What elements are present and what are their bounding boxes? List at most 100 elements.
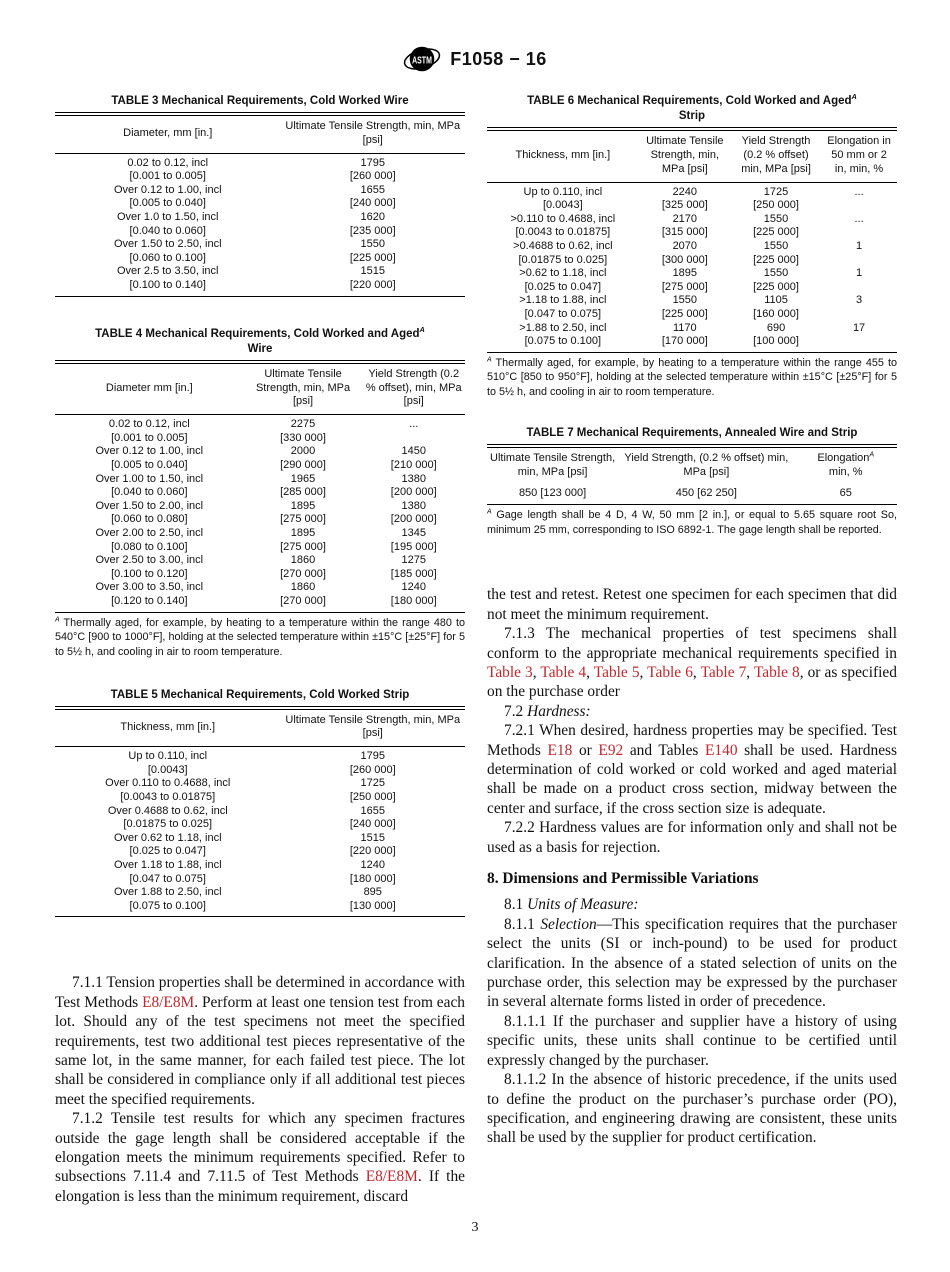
table-cell: [0.025 to 0.047] [129, 845, 206, 858]
text-segment: , [586, 663, 594, 681]
table-row: Over 0.110 to 0.4688, incl 1725 [55, 777, 465, 791]
column-header: Ultimate Tensile Strength, min, MPa [psi… [638, 129, 731, 183]
ref-link[interactable]: Table 7 [700, 663, 747, 681]
paragraph: 8.1.1.2 In the absence of historic prece… [487, 1070, 897, 1148]
table-cell: 2070 [672, 239, 698, 252]
table-cell: Over 3.00 to 3.50, incl [95, 581, 204, 594]
left-body-text: 7.1.1 Tension properties shall be determ… [55, 973, 465, 1206]
text-segment: A [869, 451, 875, 459]
text-segment: Thickness, mm [in.] [120, 720, 216, 733]
table-header-row: Diameter mm [in.] Ultimate Tensile Streng… [55, 361, 465, 416]
table-cell: 0.02 to 0.12, incl [108, 418, 190, 431]
table-cell: [270 000] [280, 567, 326, 580]
table-cell: [240 000] [349, 818, 396, 831]
text-segment: Units of Measure: [527, 896, 639, 914]
ref-link[interactable]: Table 4 [540, 663, 587, 681]
table-cell: [0.005 to 0.040] [111, 458, 188, 471]
table-cell: [0.075 to 0.100] [129, 899, 206, 912]
ref-link[interactable]: Table 8 [753, 663, 800, 681]
text-segment: Thermally aged, for example, by heating … [487, 356, 897, 399]
text-segment: , [532, 663, 541, 681]
ref-link[interactable]: E18 [547, 741, 573, 759]
table-cell: Over 0.4688 to 0.62, incl [107, 804, 228, 817]
table-cell: [315 000] [661, 226, 708, 239]
table-cell: Over 2.50 to 3.00, incl [95, 554, 204, 567]
text-segment: A [487, 356, 492, 364]
table-cell: [0.0043] [147, 763, 188, 776]
table-cell: 850 [123 000] [518, 487, 587, 500]
table-5-section: TABLE 5 Mechanical Requirements, Cold Wo… [55, 688, 465, 918]
paragraph: 8.1.1.1 If the purchaser and supplier ha… [487, 1012, 897, 1070]
text-segment: , [692, 663, 701, 681]
table-cell [821, 199, 897, 213]
table-cell: [0.040 to 0.060] [129, 224, 206, 237]
table-row: [0.047 to 0.075] [180 000] [55, 873, 465, 887]
right-column: TABLE 6 Mechanical Requirements, Cold Wo… [487, 93, 897, 1148]
table-cell: [290 000] [280, 458, 326, 471]
table-cell: ... [854, 185, 864, 198]
table-row: Over 1.50 to 2.00, incl 1895 1380 [55, 500, 465, 514]
table-row: Over 1.0 to 1.50, incl 1620 [55, 211, 465, 225]
paragraph: 7.1.3 The mechanical properties of test … [487, 624, 897, 702]
table-cell: 2000 [290, 445, 316, 458]
table-cell: [100 000] [753, 335, 799, 348]
text-segment: Diameter mm [in.] [105, 381, 193, 394]
table-cell: 1795 [360, 156, 385, 169]
column-header: Diameter, mm [in.] [55, 114, 281, 154]
table-cell [362, 432, 465, 446]
table-5-grid: Thickness, mm [in.] Ultimate Tensile Stre… [55, 705, 465, 918]
table-cell: Over 1.50 to 2.00, incl [95, 499, 204, 512]
table-row: [0.01875 to 0.025] [240 000] [55, 818, 465, 832]
table-cell: 1725 [763, 185, 789, 198]
column-header: ElongationA min, % [794, 446, 897, 485]
table-row: [0.01875 to 0.025] [300 000] [225 000] [487, 254, 897, 268]
table-7-footnote: A Gage length shall be 4 D, 4 W, 50 mm [… [487, 508, 897, 537]
table-cell: 1795 [360, 750, 385, 763]
table-cell: Over 1.00 to 1.50, incl [95, 472, 204, 485]
table-cell: [260 000] [349, 170, 396, 183]
text-segment: 7.1.2 Tensile test results for which any… [55, 1110, 465, 1186]
ref-link[interactable]: E92 [598, 741, 624, 759]
table-cell: [0.100 to 0.120] [111, 567, 188, 580]
table-row: Over 1.88 to 2.50, incl 895 [55, 886, 465, 900]
column-header: Ultimate Tensile Strength, min, MPa [psi… [487, 446, 618, 485]
table-header-row: Thickness, mm [in.] Ultimate Tensile Stre… [487, 129, 897, 183]
table-row: [0.005 to 0.040] [240 000] [55, 197, 465, 211]
ref-link[interactable]: Table 5 [593, 663, 640, 681]
text-segment: 8.1.1.2 In the absence of historic prece… [487, 1071, 897, 1147]
table-cell: [225 000] [661, 307, 708, 320]
table-cell: 1620 [360, 211, 385, 224]
table-row: Over 0.62 to 1.18, incl 1515 [55, 832, 465, 846]
table-row: [0.060 to 0.080] [275 000] [200 000] [55, 513, 465, 527]
text-segment: TABLE 4 Mechanical Requirements, Cold Wo… [95, 327, 420, 340]
table-row: [0.120 to 0.140] [270 000] [180 000] [55, 595, 465, 612]
table-cell: [285 000] [280, 486, 326, 499]
ref-link[interactable]: Table 6 [647, 663, 693, 681]
table-cell: 3 [856, 294, 863, 307]
ref-link[interactable]: Table 3 [487, 663, 533, 681]
paragraph: 7.2 Hardness: [487, 702, 897, 721]
table-cell: ... [409, 418, 419, 431]
text-segment: Ultimate Tensile Strength, min, MPa [psi… [285, 120, 461, 146]
table-row: [0.100 to 0.140] [220 000] [55, 279, 465, 296]
table-cell: 1 [856, 267, 863, 280]
table-row: [0.025 to 0.047] [275 000] [225 000] [487, 281, 897, 295]
column-header: Yield Strength (0.2 % offset) min, MPa [… [730, 129, 822, 183]
text-segment: shall be used. Hardness determination of… [487, 741, 898, 817]
table-cell: Over 2.00 to 2.50, incl [95, 526, 204, 539]
table-row: [0.025 to 0.047] [220 000] [55, 845, 465, 859]
ref-link[interactable]: E8/E8M [142, 993, 195, 1011]
table-cell: [210 000] [390, 458, 437, 471]
text-segment: 8.1 [504, 896, 528, 914]
table-cell: [0.100 to 0.140] [129, 279, 206, 292]
table-row: [0.060 to 0.100] [225 000] [55, 252, 465, 266]
table-3-section: TABLE 3 Mechanical Requirements, Cold Wo… [55, 94, 465, 297]
ref-link[interactable]: E8/E8M [365, 1168, 418, 1186]
table-cell: Over 2.5 to 3.50, incl [117, 265, 219, 278]
section-heading: 8. Dimensions and Permissible Variations [487, 869, 897, 888]
right-body-text: the test and retest. Retest one specimen… [487, 585, 897, 1147]
table-cell: [220 000] [349, 845, 396, 858]
ref-link[interactable]: E140 [705, 741, 738, 759]
column-header: Yield Strength, (0.2 % offset) min, MPa … [618, 446, 794, 485]
table-row: Up to 0.110, incl 2240 1725... [487, 182, 897, 199]
